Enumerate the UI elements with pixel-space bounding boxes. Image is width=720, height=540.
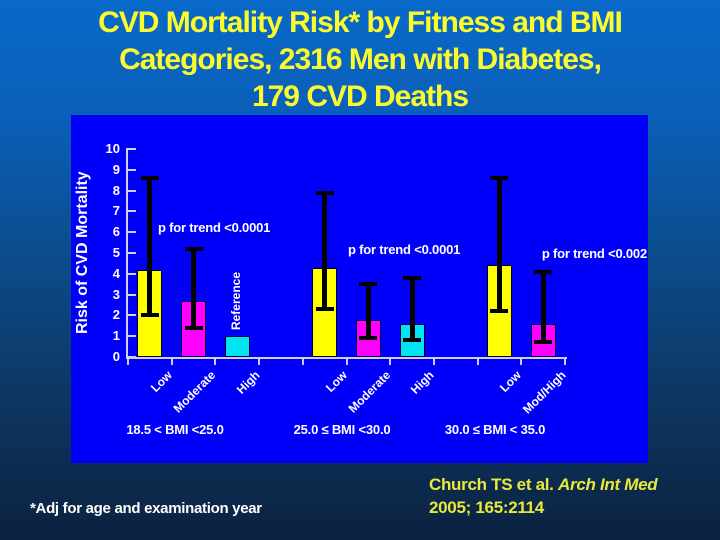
y-tick-mark: [128, 231, 136, 234]
y-tick-mark: [128, 293, 136, 296]
error-bar-line-moderate: [365, 284, 371, 339]
p-trend-label: p for trend <0.0001: [348, 242, 461, 257]
y-tick-label: 10: [105, 141, 120, 156]
error-bar-line-moderate: [191, 248, 197, 328]
error-bar-line-mod-high: [540, 271, 546, 343]
bar-high: [224, 336, 250, 357]
y-tick-mark: [128, 356, 136, 358]
y-tick-mark: [128, 335, 136, 338]
x-category-label-low: Low: [322, 368, 350, 395]
error-bar-cap-bottom-high: [403, 338, 422, 343]
slide-title: CVD Mortality Risk* by Fitness and BMI C…: [0, 4, 720, 115]
bmi-group-label: 25.0 ≤ BMI <30.0: [293, 422, 391, 437]
y-tick-label: 9: [112, 161, 120, 177]
x-category-label-low: Low: [147, 368, 175, 395]
citation-ref: 2005; 165:2114: [429, 498, 544, 517]
error-bar-cap-top-mod-high: [534, 269, 553, 274]
y-tick-label: 2: [112, 307, 120, 323]
error-bar-line-low: [322, 192, 328, 310]
x-tick-mark: [389, 359, 392, 365]
x-tick-mark: [345, 359, 348, 365]
title-line-1: CVD Mortality Risk* by Fitness and BMI: [98, 6, 623, 39]
error-bar-cap-bottom-moderate: [184, 325, 203, 330]
error-bar-cap-top-moderate: [359, 282, 378, 287]
y-axis-line: [126, 148, 128, 359]
x-tick-mark: [170, 359, 173, 365]
x-tick-mark: [127, 359, 129, 365]
error-bar-cap-top-low: [315, 190, 334, 195]
error-bar-line-low: [147, 178, 153, 316]
error-bar-cap-bottom-mod-high: [534, 340, 553, 345]
y-tick-mark: [128, 210, 136, 213]
error-bar-cap-bottom-low: [490, 309, 509, 314]
p-trend-label: p for trend <0.002: [541, 246, 647, 261]
citation-authors: Church TS et al.: [429, 475, 559, 494]
bmi-group-label: 18.5 < BMI <25.0: [126, 422, 224, 437]
y-tick-mark: [128, 252, 136, 254]
y-tick-label: 6: [112, 224, 120, 240]
y-tick-label: 5: [112, 245, 120, 260]
error-bar-line-high: [409, 277, 415, 341]
x-tick-mark: [301, 359, 304, 365]
error-bar-cap-top-high: [403, 275, 422, 280]
error-bar-line-low: [496, 178, 502, 312]
x-category-label-moderate: Moderate: [170, 368, 219, 416]
bmi-group-label: 30.0 ≤ BMI < 35.0: [444, 422, 546, 437]
x-category-label-low: Low: [497, 368, 525, 395]
x-tick-mark: [564, 359, 566, 365]
footnote: *Adj for age and examination year: [30, 500, 262, 517]
chart-panel: 0 1 2 3 4 5 6 7 8 9 10 Risk of CVD Mortality Low Mode…: [71, 115, 648, 463]
y-tick-mark: [128, 148, 136, 150]
error-bar-cap-top-moderate: [184, 246, 203, 251]
reference-label: Reference: [229, 272, 244, 331]
y-tick-label: 3: [112, 286, 120, 302]
y-tick-mark: [128, 189, 136, 192]
x-tick-mark: [258, 359, 261, 365]
x-tick-mark: [432, 359, 435, 365]
citation-journal: Arch Int Med: [558, 475, 658, 494]
y-tick-mark: [128, 272, 136, 275]
error-bar-cap-top-low: [490, 176, 509, 181]
y-tick-label: 0: [112, 349, 120, 364]
x-category-label-moderate: Moderate: [345, 368, 394, 416]
x-category-label-high: High: [233, 368, 263, 397]
x-category-label-mod-high: Mod/High: [519, 368, 569, 417]
error-bar-cap-top-low: [140, 176, 159, 181]
y-tick-label: 7: [112, 203, 120, 219]
y-tick-mark: [128, 314, 136, 317]
p-trend-label: p for trend <0.0001: [158, 220, 271, 235]
y-tick-label: 4: [112, 265, 120, 281]
error-bar-cap-bottom-low: [315, 307, 334, 312]
error-bar-cap-bottom-low: [140, 313, 159, 318]
y-tick-mark: [128, 168, 136, 171]
y-tick-label: 8: [112, 182, 120, 198]
x-axis-line: [126, 357, 567, 359]
x-tick-mark: [476, 359, 479, 365]
x-tick-mark: [520, 359, 523, 365]
title-line-3: 179 CVD Deaths: [251, 80, 469, 113]
error-bar-cap-bottom-moderate: [359, 336, 378, 341]
citation: Church TS et al. Arch Int Med 2005; 165:…: [429, 473, 658, 519]
x-category-label-high: High: [408, 368, 437, 397]
y-tick-label: 1: [112, 328, 120, 344]
y-axis-title: Risk of CVD Mortality: [74, 171, 91, 335]
x-tick-mark: [214, 359, 217, 365]
title-line-2: Categories, 2316 Men with Diabetes,: [119, 43, 602, 76]
